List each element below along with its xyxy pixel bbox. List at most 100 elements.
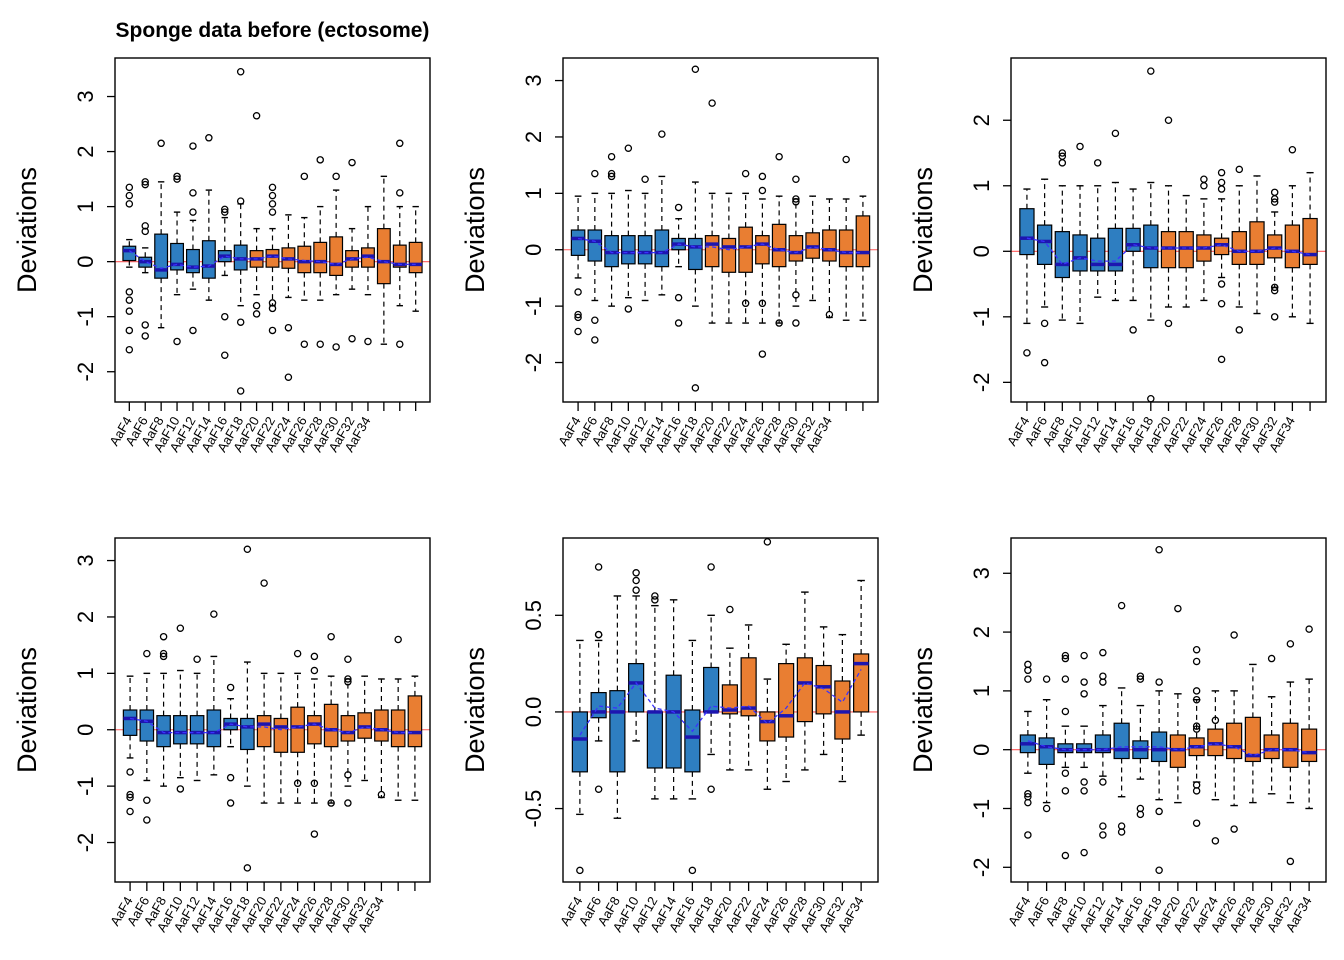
outlier-point [310, 652, 319, 661]
y-tick-label: -2 [969, 373, 994, 393]
outlier-point [125, 288, 134, 296]
box-iqr [628, 663, 645, 713]
outlier-point [607, 172, 616, 181]
y-tick-label: 1 [969, 685, 994, 697]
outlier-point [594, 563, 603, 571]
outlier-point [607, 152, 616, 161]
y-tick-label: 0 [969, 744, 994, 756]
outlier-point [189, 208, 197, 216]
box-iqr [407, 695, 423, 748]
outlier-point [1040, 358, 1049, 367]
outlier-point [624, 305, 633, 313]
outlier-point [1080, 787, 1088, 795]
outlier-point [316, 156, 324, 164]
outlier-point [143, 816, 151, 824]
outlier-point [394, 635, 402, 644]
outlier-point [268, 191, 277, 200]
outlier-point [741, 169, 750, 178]
outlier-point [1099, 831, 1107, 839]
outlier-point [1217, 355, 1226, 364]
y-tick-label: 1 [521, 187, 546, 199]
y-tick-label: 0.5 [521, 600, 546, 631]
outlier-point [348, 158, 356, 167]
outlier-point [632, 569, 640, 577]
outlier-point [594, 785, 603, 793]
outlier-point [221, 312, 229, 321]
y-tick-label: 0 [73, 724, 98, 736]
outlier-point [1042, 804, 1051, 813]
outlier-point [1164, 116, 1173, 124]
outlier-point [143, 796, 151, 804]
box-iqr [759, 711, 776, 742]
box-iqr [392, 244, 407, 268]
outlier-point [1270, 188, 1279, 197]
outlier-point [1129, 326, 1137, 334]
outlier-point [1061, 769, 1070, 777]
box-iqr [740, 657, 757, 717]
y-tick-label: -1 [521, 296, 546, 316]
outlier-point [1155, 678, 1163, 686]
outlier-point [1111, 129, 1120, 138]
y-tick-label: 2 [73, 611, 98, 623]
outlier-point [159, 632, 168, 641]
outlier-point [189, 142, 197, 150]
outlier-point [1117, 828, 1126, 836]
outlier-point [632, 586, 640, 594]
y-tick-label: 3 [521, 74, 546, 86]
mean-line [129, 717, 415, 734]
outlier-point [1136, 675, 1145, 683]
outlier-point [1080, 848, 1088, 857]
outlier-point [125, 183, 134, 192]
y-axis-label: Deviations [908, 167, 938, 293]
outlier-point [1270, 198, 1279, 206]
outlier-point [651, 592, 659, 600]
outlier-point [316, 340, 324, 348]
outlier-point [688, 866, 697, 875]
y-axis-label: Deviations [908, 647, 938, 773]
outlier-point [189, 326, 197, 335]
outlier-point [300, 340, 309, 348]
outlier-point [125, 296, 134, 304]
box-iqr [273, 717, 289, 753]
outlier-point [576, 866, 584, 875]
box-iqr [822, 229, 837, 262]
outlier-point [1147, 394, 1155, 403]
outlier-point [159, 652, 168, 661]
plot-frame [114, 57, 431, 403]
plot-frame [562, 57, 879, 403]
outlier-point [252, 310, 261, 318]
outlier-point [607, 169, 616, 178]
outlier-point [143, 649, 151, 658]
panel-before: Sponge data before (ectosome) Deviations -… [12, 19, 431, 455]
mean-line [1027, 740, 1310, 757]
outlier-point [176, 785, 185, 793]
outlier-point [1200, 182, 1208, 190]
y-tick-label: -2 [969, 858, 994, 878]
box-iqr [1107, 227, 1124, 272]
outlier-point [1023, 349, 1031, 357]
outlier-point [1217, 280, 1226, 288]
y-tick-label: 1 [73, 667, 98, 679]
box-iqr [646, 711, 663, 769]
outlier-point [674, 203, 683, 212]
y-tick-label: 1 [969, 180, 994, 192]
y-tick-label: -1 [969, 307, 994, 327]
outlier-point [293, 649, 302, 658]
outlier-point [1217, 185, 1226, 193]
box-iqr [855, 215, 871, 268]
outlier-point [226, 773, 235, 782]
outlier-point [1042, 675, 1051, 683]
y-tick-label: -2 [73, 362, 98, 382]
y-tick-label: -1 [73, 307, 98, 327]
box-iqr [665, 674, 682, 769]
outlier-point [1164, 319, 1173, 328]
box-iqr [1301, 728, 1318, 763]
outlier-point [364, 337, 372, 346]
outlier-point [310, 779, 319, 788]
outlier-point [159, 649, 168, 658]
outlier-point [221, 351, 229, 359]
outlier-point [236, 197, 245, 205]
outlier-point [141, 222, 149, 230]
outlier-point [310, 666, 319, 675]
box-iqr [1244, 716, 1261, 763]
